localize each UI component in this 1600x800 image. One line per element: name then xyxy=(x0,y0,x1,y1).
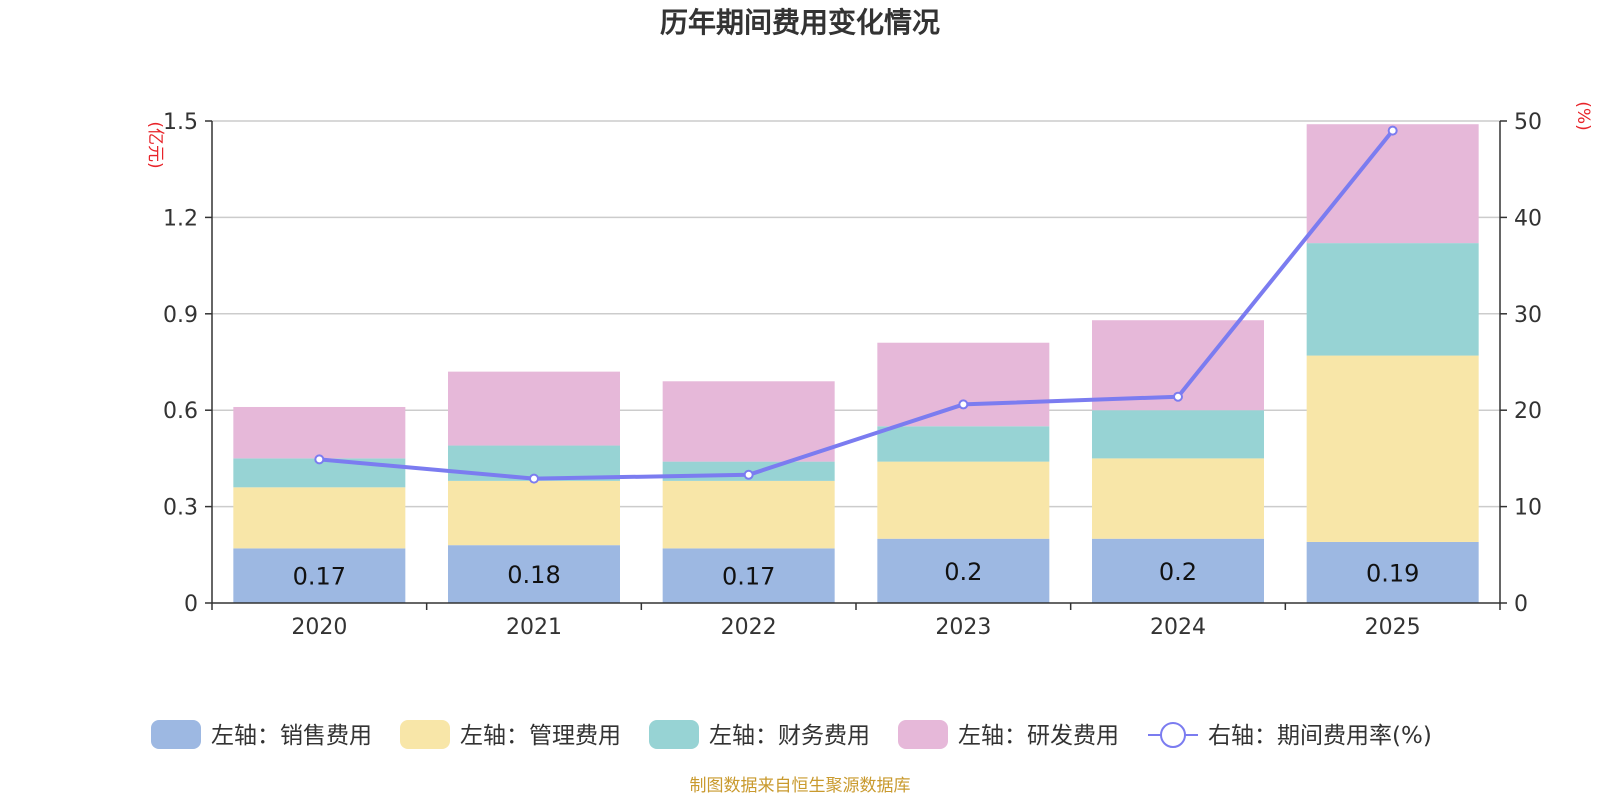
legend-label: 右轴：期间费用率(%) xyxy=(1208,723,1432,749)
bar-data-label: 0.2 xyxy=(944,558,982,586)
rate-line-point xyxy=(1387,125,1398,136)
bar-segment xyxy=(877,426,1050,462)
rate-line-path xyxy=(319,129,1395,481)
rate-line xyxy=(314,125,1398,484)
bar-segment xyxy=(877,342,1050,427)
bar-data-label: 0.17 xyxy=(293,563,346,591)
left-tick-label: 0.3 xyxy=(163,496,198,521)
bar-data-label: 0.18 xyxy=(507,561,560,589)
bar-segment xyxy=(233,487,406,549)
x-tick-label: 2023 xyxy=(935,615,991,640)
rate-line-point xyxy=(958,399,969,410)
legend-swatch xyxy=(400,720,450,749)
legend-swatch xyxy=(898,720,948,749)
left-tick-label: 0.6 xyxy=(163,399,198,424)
bars: 0.17 0.18 0.17 0.2 0.2 0.19 xyxy=(233,124,1479,603)
gridlines xyxy=(212,120,1500,508)
legend-label: 左轴：管理费用 xyxy=(460,723,621,749)
bar-segment xyxy=(1306,243,1479,356)
legend-label: 左轴：财务费用 xyxy=(709,723,870,749)
legend-label: 左轴：销售费用 xyxy=(211,723,372,749)
left-tick-label: 1.5 xyxy=(163,110,198,135)
chart-title: 历年期间费用变化情况 xyxy=(660,6,940,39)
legend-swatch xyxy=(151,720,201,749)
bar-segment xyxy=(233,548,406,603)
right-tick-label: 50 xyxy=(1514,110,1542,135)
legend-swatch xyxy=(649,720,699,749)
right-tick-label: 40 xyxy=(1514,206,1542,231)
bar-segment xyxy=(662,548,835,603)
left-axis-unit: (亿元) xyxy=(145,121,165,168)
bar-segment xyxy=(877,538,1050,603)
bar-segment xyxy=(1092,538,1264,603)
bar-data-label: 0.17 xyxy=(722,563,775,591)
left-tick-label: 0 xyxy=(184,592,198,617)
bar-segment xyxy=(448,371,620,446)
bar-data-label: 0.2 xyxy=(1159,558,1197,586)
legend-line-marker xyxy=(1160,722,1186,748)
bar-segment xyxy=(1092,410,1264,459)
bar-segment xyxy=(448,480,620,546)
bar-segment xyxy=(1306,124,1479,244)
bar-segment xyxy=(662,480,835,549)
left-tick-label: 0.9 xyxy=(163,303,198,328)
bar-segment xyxy=(233,406,406,459)
right-tick-label: 10 xyxy=(1514,496,1542,521)
axes: 0 0.3 0.6 0.9 1.2 1.5 0 10 20 30 40 50 2020 2021 2022 2… xyxy=(163,110,1542,640)
bar-segment xyxy=(1092,458,1264,539)
right-tick-label: 0 xyxy=(1514,592,1528,617)
bar-segment xyxy=(877,461,1050,539)
right-axis-unit: (%) xyxy=(1573,101,1593,130)
bar-segment xyxy=(1306,355,1479,542)
x-tick-label: 2024 xyxy=(1150,615,1206,640)
x-tick-label: 2020 xyxy=(291,615,347,640)
rate-line-point xyxy=(314,454,325,465)
rate-line-point xyxy=(1173,391,1183,402)
bar-segment xyxy=(448,545,620,603)
bar-segment xyxy=(662,381,835,462)
x-tick-label: 2022 xyxy=(721,615,777,640)
data-source: 制图数据来自恒生聚源数据库 xyxy=(690,776,911,796)
x-tick-label: 2021 xyxy=(506,615,562,640)
bar-segment xyxy=(1306,541,1479,603)
legend: 左轴：销售费用 左轴：管理费用 左轴：财务费用 左轴：研发费用 右轴：期间费用率(%) xyxy=(151,720,1432,749)
right-tick-label: 30 xyxy=(1514,303,1542,328)
rate-line-point xyxy=(529,473,539,484)
right-tick-label: 20 xyxy=(1514,399,1542,424)
legend-label: 左轴：研发费用 xyxy=(958,723,1119,749)
bar-data-label: 0.19 xyxy=(1366,559,1419,587)
left-tick-label: 1.2 xyxy=(163,206,198,231)
rate-line-point xyxy=(743,469,754,480)
x-tick-label: 2025 xyxy=(1365,615,1421,640)
